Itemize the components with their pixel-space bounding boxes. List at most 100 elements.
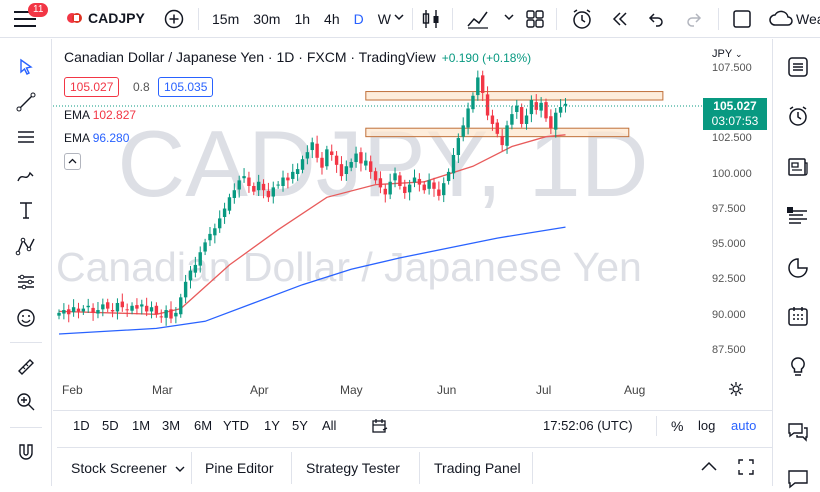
candle <box>505 120 509 154</box>
candle-body <box>563 103 568 106</box>
price-chart[interactable]: CADJPY, 1D Canadian Dollar / Japanese Ye… <box>53 39 772 409</box>
tab-stock-screener[interactable]: Stock Screener <box>71 460 167 476</box>
tab-trading-panel[interactable]: Trading Panel <box>434 460 521 476</box>
trendline-icon[interactable] <box>13 89 39 115</box>
alert-icon[interactable] <box>570 7 594 36</box>
interval-w[interactable]: W <box>377 11 391 27</box>
candle <box>232 183 237 204</box>
ruler-icon[interactable] <box>13 354 39 380</box>
news-icon[interactable] <box>784 153 812 181</box>
measure-icon[interactable] <box>13 269 39 295</box>
menu-icon[interactable] <box>14 11 36 27</box>
currency-select[interactable]: JPY ⌄ <box>712 48 743 60</box>
range-ytd[interactable]: YTD <box>223 418 249 433</box>
fullscreen-icon[interactable] <box>732 9 752 34</box>
lightbulb-icon[interactable] <box>784 353 812 381</box>
calendar-icon[interactable] <box>784 302 812 330</box>
range-1d[interactable]: 1D <box>73 418 90 433</box>
candle <box>57 309 61 320</box>
time-tick: Jul <box>536 383 552 397</box>
watchlist-icon[interactable] <box>784 53 812 81</box>
candle <box>524 108 529 130</box>
candle <box>510 106 514 130</box>
range-all[interactable]: All <box>322 418 337 433</box>
candle-body <box>144 305 149 312</box>
candle <box>519 103 524 128</box>
layout-grid-icon[interactable] <box>524 8 546 35</box>
fib-icon[interactable] <box>13 124 39 150</box>
comments-icon[interactable] <box>784 464 812 492</box>
bid-box[interactable]: 105.027 <box>64 77 120 97</box>
candles-chart-type-icon[interactable] <box>421 8 441 35</box>
chevron-down-icon[interactable] <box>392 10 406 29</box>
range-5d[interactable]: 5D <box>102 418 119 433</box>
candle-body <box>515 105 519 112</box>
pattern-icon[interactable] <box>13 233 39 259</box>
brush-icon[interactable] <box>13 161 39 187</box>
candle <box>364 152 368 171</box>
current-price-label: 105.027 03:07:53 <box>703 98 767 130</box>
candle-body <box>174 312 178 317</box>
candle-body <box>412 177 417 183</box>
undo-icon[interactable] <box>646 9 666 34</box>
range-6m[interactable]: 6M <box>194 418 213 433</box>
candle <box>183 274 188 304</box>
magnet-icon[interactable] <box>13 439 39 465</box>
candle <box>383 184 387 203</box>
goto-date-icon[interactable] <box>371 417 389 440</box>
panel-expand-icon[interactable] <box>699 459 719 478</box>
candle-body <box>437 189 441 196</box>
interval-d[interactable]: D <box>353 11 364 27</box>
interval-15m[interactable]: 15m <box>212 11 240 27</box>
candle <box>110 303 115 318</box>
range-1y[interactable]: 1Y <box>264 418 280 433</box>
candle <box>495 119 499 138</box>
price-tick: 90.000 <box>712 308 746 321</box>
zoom-icon[interactable] <box>13 389 39 415</box>
range-3m[interactable]: 3M <box>162 418 181 433</box>
interval-4h[interactable]: 4h <box>324 11 340 27</box>
candle-body <box>286 177 290 181</box>
tab-pine-editor[interactable]: Pine Editor <box>205 460 274 476</box>
candle <box>193 256 198 278</box>
legend-collapse-button[interactable] <box>64 153 81 170</box>
percent-toggle[interactable]: % <box>671 418 684 434</box>
ema2-legend[interactable]: EMA 96.280 <box>64 131 129 145</box>
ask-box[interactable]: 105.035 <box>158 77 214 97</box>
watermark-name: Canadian Dollar / Japanese Yen <box>56 244 642 290</box>
settings-gear-icon[interactable] <box>728 381 744 402</box>
candle-body <box>237 180 241 190</box>
utc-clock[interactable]: 17:52:06 (UTC) <box>543 418 633 433</box>
candle-body <box>529 100 534 115</box>
interval-1h[interactable]: 1h <box>294 11 311 27</box>
replay-icon[interactable] <box>610 9 630 34</box>
range-1m[interactable]: 1M <box>132 418 151 433</box>
redo-icon[interactable] <box>684 9 704 34</box>
interval-30m[interactable]: 30m <box>253 11 281 27</box>
indicators-icon[interactable] <box>466 8 490 35</box>
text-icon[interactable] <box>13 197 39 223</box>
candle-body <box>193 264 198 273</box>
log-toggle[interactable]: log <box>698 418 716 433</box>
watermark: CADJPY, 1D Canadian Dollar / Japanese Ye… <box>56 111 649 290</box>
ideas-icon[interactable] <box>784 202 812 230</box>
range-5y[interactable]: 5Y <box>292 418 308 433</box>
panel-maximize-icon[interactable] <box>737 458 755 481</box>
chevron-down-icon[interactable] <box>174 462 186 480</box>
emoji-icon[interactable] <box>13 305 39 331</box>
tab-strategy-tester[interactable]: Strategy Tester <box>306 460 400 476</box>
chat-icon[interactable] <box>784 417 812 445</box>
candle-body <box>368 161 373 172</box>
ema1-legend[interactable]: EMA 102.827 <box>64 108 136 122</box>
candle-body <box>247 177 251 186</box>
auto-toggle[interactable]: auto <box>731 418 757 433</box>
weather-widget[interactable]: Wea <box>768 9 820 29</box>
chevron-down-icon[interactable] <box>502 10 516 29</box>
candle-body <box>154 305 159 315</box>
hotlist-icon[interactable] <box>784 254 812 282</box>
cursor-icon[interactable] <box>13 54 39 80</box>
symbol-search[interactable]: CADJPY <box>66 9 145 27</box>
compare-add-icon[interactable] <box>163 8 185 35</box>
candle <box>476 70 480 101</box>
alert-clock-icon[interactable] <box>784 102 812 130</box>
